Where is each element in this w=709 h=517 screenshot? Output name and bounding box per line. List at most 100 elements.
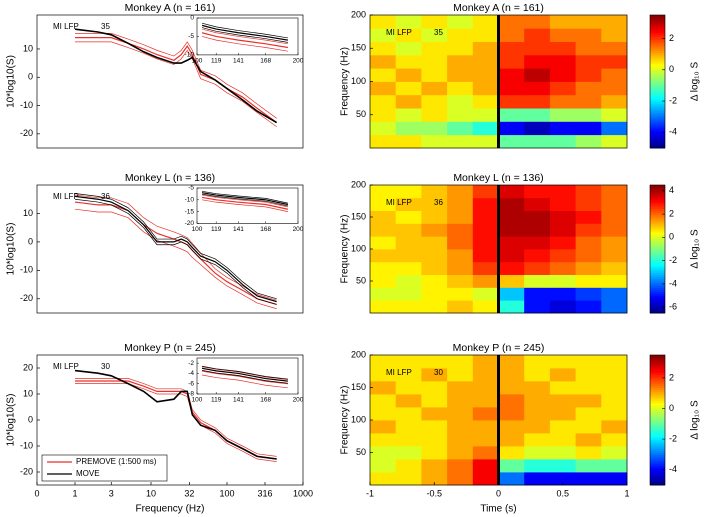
heatmap-cell: [498, 134, 525, 149]
x-axis-label: Frequency (Hz): [136, 504, 205, 515]
colorbar-swatch: [650, 238, 665, 241]
inset-y-tick-label: -8: [188, 391, 194, 398]
heatmap-cell: [472, 94, 499, 109]
heatmap-cell: [421, 274, 448, 288]
colorbar-swatch: [650, 59, 665, 63]
inset-x-tick-label: 168: [260, 58, 271, 65]
colorbar-swatch: [650, 276, 665, 280]
heatmap-cell: [395, 94, 422, 109]
heatmap-cell: [447, 41, 474, 56]
x-tick-label: -1: [366, 488, 374, 498]
heatmap-cell: [575, 261, 602, 275]
heatmap-cell: [601, 41, 628, 56]
heatmap-cell: [575, 394, 602, 408]
colorbar-swatch: [650, 119, 665, 122]
inset-y-tick-label: -20: [185, 220, 195, 227]
colorbar-swatch: [650, 193, 665, 197]
colorbar-swatch: [650, 456, 665, 460]
colorbar-swatch: [650, 108, 665, 111]
heatmap-cell: [601, 81, 628, 96]
heatmap-cell: [524, 210, 551, 224]
heatmap-cell: [370, 274, 397, 288]
heatmap-cell: [524, 108, 551, 122]
heatmap-cell: [447, 433, 474, 447]
heatmap-cell: [524, 407, 551, 421]
colorbar-tick-label: 4: [669, 185, 674, 195]
heatmap-cell: [498, 54, 525, 69]
heatmap-cell: [498, 420, 525, 434]
inset-y-tick-label: -2: [188, 360, 194, 367]
heatmap-cell: [498, 300, 525, 314]
heatmap-cell: [395, 81, 422, 96]
colorbar-swatch: [650, 411, 665, 414]
heatmap-cell: [472, 54, 499, 69]
confidence-bound: [74, 208, 277, 310]
colorbar-label: Δ log₁₀ S: [690, 62, 701, 102]
colorbar-swatch: [650, 90, 665, 94]
colorbar-swatch: [650, 141, 665, 145]
heatmap-cell: [549, 355, 576, 369]
colorbar-swatch: [650, 234, 665, 237]
colorbar-swatch: [650, 229, 665, 233]
y-tick-label: 200: [351, 9, 366, 19]
heatmap-cell: [370, 407, 397, 421]
colorbar-swatch: [650, 426, 665, 430]
spectrum-line: [74, 28, 278, 124]
colorbar-swatch: [650, 236, 665, 239]
annotation: 36: [101, 192, 110, 201]
heatmap-cell: [447, 134, 474, 149]
confidence-bound: [74, 194, 277, 301]
heatmap-cell: [472, 68, 499, 82]
colorbar-swatch: [650, 39, 665, 43]
heatmap-cell: [601, 446, 628, 460]
y-tick-label: -20: [20, 466, 33, 476]
confidence-bound: [201, 22, 288, 39]
x-tick-label: 32: [184, 488, 194, 498]
heatmap-cell: [395, 210, 422, 224]
spectrum-line: [201, 367, 288, 382]
annotation: MI LFP: [386, 28, 412, 37]
heatmap-cell: [447, 185, 474, 199]
heatmap-cell: [395, 300, 422, 314]
heatmap-cell: [421, 94, 448, 109]
colorbar-swatch: [650, 441, 665, 445]
colorbar-swatch: [650, 57, 665, 60]
heatmap-cell: [498, 287, 525, 301]
colorbar-swatch: [650, 396, 665, 399]
colorbar-swatch: [650, 206, 665, 209]
colorbar-swatch: [650, 289, 665, 293]
heatmap-cell: [549, 274, 576, 288]
colorbar-swatch: [650, 46, 665, 49]
colorbar-swatch: [650, 54, 665, 58]
colorbar-swatch: [650, 74, 665, 78]
heatmap-cell: [447, 28, 474, 42]
heatmap-cell: [549, 210, 576, 224]
colorbar-tick-label: 0: [669, 403, 674, 413]
heatmap-cell: [601, 300, 628, 314]
heatmap-cell: [447, 459, 474, 473]
colorbar-swatch: [650, 231, 665, 235]
heatmap-cell: [549, 249, 576, 263]
colorbar-swatch: [650, 112, 665, 116]
heatmap-cell: [575, 54, 602, 69]
heatmap-cell: [395, 287, 422, 301]
heatmap-cell: [524, 54, 551, 69]
heatmap-cell: [524, 121, 551, 136]
heatmap-cell: [601, 108, 628, 122]
heatmap-cell: [498, 41, 525, 56]
colorbar-swatch: [650, 52, 665, 56]
colorbar-swatch: [650, 28, 665, 32]
colorbar-swatch: [650, 263, 665, 267]
heatmap-cell: [472, 108, 499, 122]
colorbar-swatch: [650, 293, 665, 297]
colorbar-swatch: [650, 433, 665, 436]
colorbar-swatch: [650, 467, 665, 471]
heatmap-cell: [601, 68, 628, 82]
colorbar-swatch: [650, 259, 665, 263]
colorbar-swatch: [650, 422, 665, 425]
colorbar-swatch: [650, 389, 665, 393]
heatmap-cell: [447, 108, 474, 122]
colorbar-swatch: [650, 139, 665, 142]
heatmap-cell: [447, 68, 474, 82]
